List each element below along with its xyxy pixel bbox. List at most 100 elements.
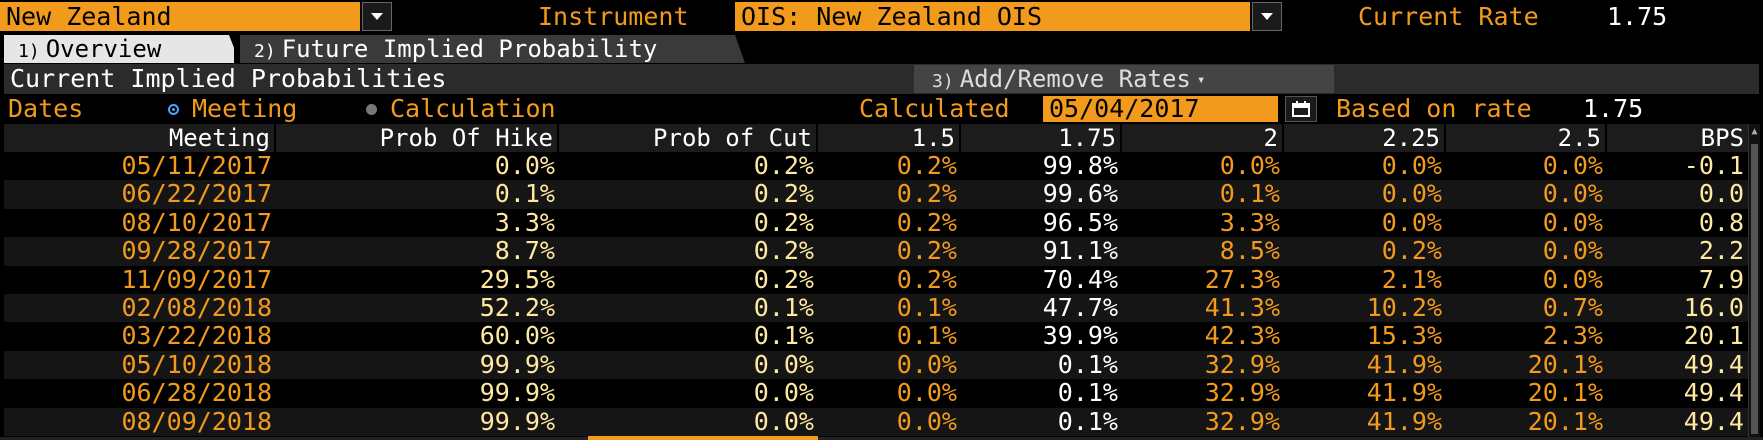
cell-rate-2-25: 15.3% xyxy=(1366,321,1442,351)
cell-bps: 20.1 xyxy=(1683,321,1744,351)
country-dropdown-button[interactable] xyxy=(362,2,392,31)
tab-future-implied-probability[interactable]: 2) Future Implied Probability xyxy=(240,35,745,63)
cell-bps: 0.0 xyxy=(1698,179,1744,209)
calendar-button[interactable] xyxy=(1285,96,1317,122)
calculated-date-value: 05/04/2017 xyxy=(1049,94,1200,123)
cell-rate-2-25: 10.2% xyxy=(1366,292,1442,322)
tab-overview[interactable]: 1) Overview xyxy=(4,35,234,63)
radio-meeting[interactable] xyxy=(168,104,179,115)
cell-rate-2: 41.3% xyxy=(1204,292,1280,322)
table-row[interactable]: 06/22/2017 0.1% 0.2% 0.2% 99.6% 0.1% 0.0% 0.0% 0… xyxy=(4,179,1748,209)
probability-table: Meeting Prob Of Hike Prob of Cut 1.5 1.7… xyxy=(4,124,1748,436)
cell-rate-1-75: 96.5% xyxy=(1042,207,1118,237)
table-row[interactable]: 06/28/2018 99.9% 0.0% 0.0% 0.1% 32.9% 41.9% 20.… xyxy=(4,378,1748,408)
section-header: Current Implied Probabilities 3) Add/Remo… xyxy=(4,64,1759,94)
col-header-2-5[interactable]: 2.5 xyxy=(1446,124,1607,152)
country-select[interactable]: New Zealand xyxy=(0,2,360,31)
toolbar: New Zealand Instrument OIS: New Zealand … xyxy=(0,0,1763,34)
cell-bps: 49.4 xyxy=(1683,406,1744,436)
cell-prob-hike: 8.7% xyxy=(494,236,555,266)
cell-prob-cut: 0.0% xyxy=(753,378,814,408)
table-row[interactable]: 02/08/2018 52.2% 0.1% 0.1% 47.7% 41.3% 10.2% 0.… xyxy=(4,292,1748,323)
based-on-rate-label: Based on rate xyxy=(1336,94,1532,123)
col-header-meeting[interactable]: Meeting xyxy=(4,124,276,152)
table-row[interactable]: 09/28/2017 8.7% 0.2% 0.2% 91.1% 8.5% 0.2% 0.0% 2… xyxy=(4,236,1748,266)
cell-prob-cut: 0.0% xyxy=(753,349,814,379)
tab-overview-label: Overview xyxy=(45,35,162,63)
cell-rate-1-75: 39.9% xyxy=(1042,321,1118,351)
instrument-select[interactable]: OIS: New Zealand OIS xyxy=(735,2,1250,31)
cell-rate-1-5: 0.0% xyxy=(896,378,957,408)
table-body: 05/11/2017 0.0% 0.2% 0.2% 99.8% 0.0% 0.0% 0.0% -… xyxy=(4,152,1748,436)
cell-rate-2-5: 0.7% xyxy=(1542,292,1603,322)
radio-calculation[interactable] xyxy=(366,104,377,115)
tab-overview-number: 1) xyxy=(18,41,40,62)
col-header-prob-cut[interactable]: Prob of Cut xyxy=(559,124,818,152)
table-row[interactable]: 05/10/2018 99.9% 0.0% 0.0% 0.1% 32.9% 41.9% 20.… xyxy=(4,349,1748,380)
radio-calculation-label[interactable]: Calculation xyxy=(390,94,556,123)
cell-prob-cut: 0.2% xyxy=(753,179,814,209)
cell-bps: 2.2 xyxy=(1698,236,1744,266)
cell-rate-2-5: 2.3% xyxy=(1542,321,1603,351)
radio-meeting-label[interactable]: Meeting xyxy=(192,94,298,123)
instrument-dropdown-button[interactable] xyxy=(1252,2,1282,31)
col-header-bps[interactable]: BPS xyxy=(1700,124,1744,152)
cell-rate-2: 8.5% xyxy=(1219,236,1280,266)
cell-rate-2: 27.3% xyxy=(1204,264,1280,294)
cell-rate-1-5: 0.2% xyxy=(896,236,957,266)
table-row[interactable]: 08/09/2018 99.9% 0.0% 0.0% 0.1% 32.9% 41.9% 20.… xyxy=(4,406,1748,436)
col-header-1-75[interactable]: 1.75 xyxy=(961,124,1122,152)
cell-meeting: 11/09/2017 xyxy=(121,264,272,294)
cell-rate-1-5: 0.2% xyxy=(896,151,957,180)
cell-prob-hike: 99.9% xyxy=(479,406,555,436)
cell-bps: 49.4 xyxy=(1683,378,1744,408)
scrollbar-thumb[interactable] xyxy=(1751,144,1758,434)
cell-rate-2-25: 41.9% xyxy=(1366,406,1442,436)
cell-prob-hike: 99.9% xyxy=(479,349,555,379)
calculated-date-input[interactable]: 05/04/2017 xyxy=(1043,96,1278,122)
caret-down-icon: ▾ xyxy=(1196,72,1206,88)
table-row[interactable]: 11/09/2017 29.5% 0.2% 0.2% 70.4% 27.3% 2.1% 0.0… xyxy=(4,264,1748,294)
cell-meeting: 05/10/2018 xyxy=(121,349,272,379)
cell-rate-1-5: 0.1% xyxy=(896,321,957,351)
cell-rate-2-25: 0.2% xyxy=(1381,236,1442,266)
current-rate-label: Current Rate xyxy=(1358,2,1539,31)
cell-meeting: 03/22/2018 xyxy=(121,321,272,351)
chevron-down-icon xyxy=(1261,13,1273,20)
col-header-2[interactable]: 2 xyxy=(1122,124,1284,152)
add-remove-rates-button[interactable]: 3) Add/Remove Rates ▾ xyxy=(914,65,1334,93)
col-header-prob-hike[interactable]: Prob Of Hike xyxy=(276,124,559,152)
cell-rate-1-75: 0.1% xyxy=(1057,378,1118,408)
cell-meeting: 08/09/2018 xyxy=(121,406,272,436)
scroll-up-icon[interactable]: ▲ xyxy=(1751,126,1758,137)
table-row[interactable]: 05/11/2017 0.0% 0.2% 0.2% 99.8% 0.0% 0.0% 0.0% -… xyxy=(4,151,1748,181)
instrument-select-value: OIS: New Zealand OIS xyxy=(741,2,1043,31)
cell-bps: 49.4 xyxy=(1683,349,1744,379)
cell-rate-2: 32.9% xyxy=(1204,406,1280,436)
cell-rate-2-5: 0.0% xyxy=(1542,151,1603,180)
cell-prob-hike: 0.1% xyxy=(494,179,555,209)
table-row[interactable]: 03/22/2018 60.0% 0.1% 0.1% 39.9% 42.3% 15.3% 2.… xyxy=(4,321,1748,351)
options-row: Dates Meeting Calculation Calculated 05/… xyxy=(0,94,1763,124)
col-header-1-5[interactable]: 1.5 xyxy=(818,124,961,152)
cell-rate-1-75: 99.6% xyxy=(1042,179,1118,209)
cell-meeting: 05/11/2017 xyxy=(121,151,272,180)
table-scrollbar[interactable]: ▲ xyxy=(1748,124,1760,440)
calculated-label: Calculated xyxy=(859,94,1010,123)
table-row[interactable]: 08/10/2017 3.3% 0.2% 0.2% 96.5% 3.3% 0.0% 0.0% 0… xyxy=(4,207,1748,238)
cell-prob-cut: 0.2% xyxy=(753,207,814,237)
cell-prob-hike: 52.2% xyxy=(479,292,555,322)
cell-bps: -0.1 xyxy=(1683,151,1744,180)
cell-rate-1-5: 0.2% xyxy=(896,179,957,209)
cell-rate-1-5: 0.2% xyxy=(896,264,957,294)
cell-prob-cut: 0.1% xyxy=(753,292,814,322)
cell-meeting: 09/28/2017 xyxy=(121,236,272,266)
cell-rate-1-5: 0.1% xyxy=(896,292,957,322)
cell-rate-2-5: 0.0% xyxy=(1542,264,1603,294)
col-header-2-25[interactable]: 2.25 xyxy=(1284,124,1446,152)
cell-rate-2-5: 20.1% xyxy=(1527,378,1603,408)
cell-meeting: 02/08/2018 xyxy=(121,292,272,322)
cell-rate-2: 0.1% xyxy=(1219,179,1280,209)
cell-bps: 0.8 xyxy=(1698,207,1744,237)
cell-prob-cut: 0.1% xyxy=(753,321,814,351)
